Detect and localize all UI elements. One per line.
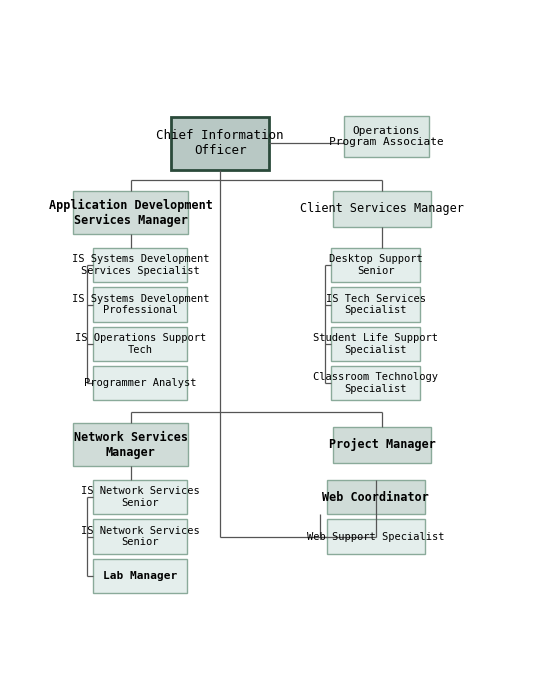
FancyBboxPatch shape	[331, 327, 420, 361]
FancyBboxPatch shape	[333, 191, 431, 227]
Text: Student Life Support
Specialist: Student Life Support Specialist	[313, 333, 438, 355]
Text: Classroom Technology
Specialist: Classroom Technology Specialist	[313, 372, 438, 394]
Text: IS Systems Development
Professional: IS Systems Development Professional	[72, 294, 209, 315]
FancyBboxPatch shape	[344, 116, 429, 157]
Text: IS Operations Support
Tech: IS Operations Support Tech	[75, 333, 206, 355]
FancyBboxPatch shape	[94, 327, 187, 361]
FancyBboxPatch shape	[94, 366, 187, 400]
Text: Project Manager: Project Manager	[328, 438, 436, 451]
Text: Desktop Support
Senior: Desktop Support Senior	[329, 255, 422, 276]
Text: Web Coordinator: Web Coordinator	[322, 491, 429, 504]
FancyBboxPatch shape	[73, 423, 188, 466]
FancyBboxPatch shape	[331, 248, 420, 282]
Text: Programmer Analyst: Programmer Analyst	[84, 378, 196, 388]
Text: IS Network Services
Senior: IS Network Services Senior	[81, 526, 200, 548]
FancyBboxPatch shape	[333, 427, 431, 463]
Text: IS Network Services
Senior: IS Network Services Senior	[81, 486, 200, 508]
FancyBboxPatch shape	[171, 116, 269, 169]
FancyBboxPatch shape	[327, 519, 425, 554]
FancyBboxPatch shape	[94, 519, 187, 554]
Text: Network Services
Manager: Network Services Manager	[74, 431, 188, 459]
Text: Application Development
Services Manager: Application Development Services Manager	[48, 199, 212, 227]
Text: Web Support Specialist: Web Support Specialist	[307, 532, 444, 541]
FancyBboxPatch shape	[94, 559, 187, 593]
Text: IS Tech Services
Specialist: IS Tech Services Specialist	[326, 294, 426, 315]
Text: IS Systems Development
Services Specialist: IS Systems Development Services Speciali…	[72, 255, 209, 276]
FancyBboxPatch shape	[94, 248, 187, 282]
Text: Client Services Manager: Client Services Manager	[300, 202, 464, 215]
Text: Operations
Program Associate: Operations Program Associate	[329, 126, 444, 147]
FancyBboxPatch shape	[73, 191, 188, 234]
FancyBboxPatch shape	[331, 288, 420, 322]
Text: Chief Information
Officer: Chief Information Officer	[156, 129, 284, 157]
FancyBboxPatch shape	[327, 480, 425, 515]
Text: Lab Manager: Lab Manager	[103, 571, 178, 581]
FancyBboxPatch shape	[94, 480, 187, 515]
FancyBboxPatch shape	[94, 288, 187, 322]
FancyBboxPatch shape	[331, 366, 420, 400]
